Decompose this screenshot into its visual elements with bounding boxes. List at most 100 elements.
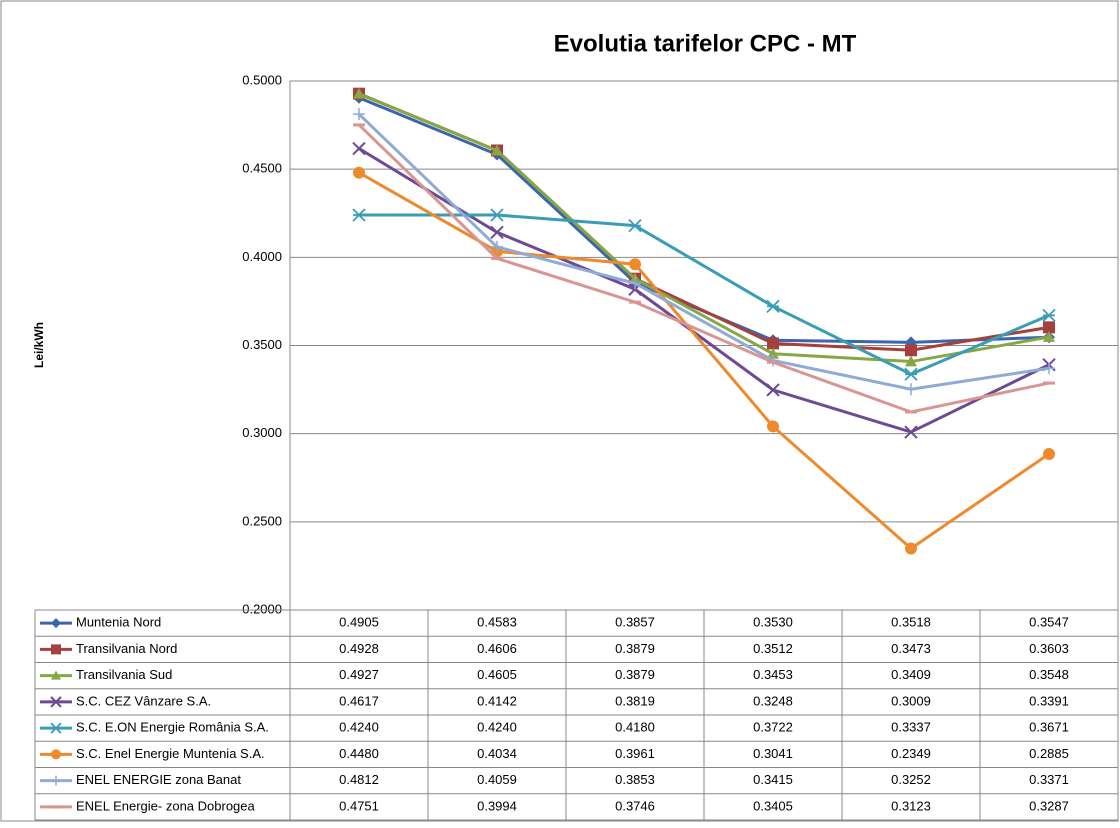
table-value: 0.3415 xyxy=(753,772,793,787)
marker xyxy=(353,87,365,99)
y-tick-label: 0.4000 xyxy=(242,249,282,264)
table-value: 0.3518 xyxy=(891,615,931,630)
table-value: 0.3746 xyxy=(615,798,655,813)
marker xyxy=(904,425,918,439)
marker xyxy=(628,218,642,233)
marker xyxy=(51,670,61,680)
table-value: 0.3391 xyxy=(1029,693,1069,708)
marker xyxy=(904,367,918,381)
table-value: 0.3252 xyxy=(891,772,931,787)
table-value: 0.4928 xyxy=(339,641,379,656)
marker xyxy=(1043,321,1055,334)
table-value: 0.4751 xyxy=(339,798,379,813)
marker xyxy=(50,696,62,708)
table-value: 0.3879 xyxy=(615,667,655,682)
legend-label: Transilvania Nord xyxy=(76,641,177,656)
marker xyxy=(352,141,366,156)
chart-title: Evolutia tarifelor CPC - MT xyxy=(554,30,857,57)
marker xyxy=(352,208,366,222)
legend-label: ENEL Energie- zona Dobrogea xyxy=(76,798,256,813)
table-value: 0.3671 xyxy=(1029,720,1069,735)
marker xyxy=(51,618,61,629)
legend-label: Transilvania Sud xyxy=(76,667,172,682)
table-value: 0.3994 xyxy=(477,798,517,813)
table-value: 0.3547 xyxy=(1029,615,1069,630)
table-value: 0.2885 xyxy=(1029,746,1069,761)
legend-label: S.C. E.ON Energie România S.A. xyxy=(76,720,269,735)
series-line xyxy=(358,92,1050,364)
table-value: 0.3853 xyxy=(615,772,655,787)
table-value: 0.3405 xyxy=(753,798,793,813)
y-tick-label: 0.3500 xyxy=(242,337,282,352)
table-value: 0.3287 xyxy=(1029,798,1069,813)
marker xyxy=(905,355,917,367)
marker xyxy=(490,225,504,240)
table-value: 0.3371 xyxy=(1029,772,1069,787)
table-value: 0.3819 xyxy=(615,693,655,708)
series-line xyxy=(357,113,1050,391)
marker xyxy=(767,337,779,350)
y-tick-label: 0.4500 xyxy=(242,161,282,176)
marker xyxy=(491,144,503,156)
y-tick-label: 0.2000 xyxy=(242,601,282,616)
marker xyxy=(905,383,917,396)
table-value: 0.3530 xyxy=(753,615,793,630)
table-value: 0.4034 xyxy=(477,746,517,761)
table-value: 0.3473 xyxy=(891,641,931,656)
table-value: 0.2349 xyxy=(891,746,931,761)
table-value: 0.4180 xyxy=(615,720,655,735)
legend-label: S.C. Enel Energie Muntenia S.A. xyxy=(76,746,265,761)
table-value: 0.4480 xyxy=(339,746,379,761)
marker xyxy=(767,420,779,433)
table-value: 0.3512 xyxy=(753,641,793,656)
marker xyxy=(905,344,917,357)
marker xyxy=(353,108,365,121)
y-tick-label: 0.5000 xyxy=(242,72,282,87)
marker xyxy=(629,277,641,290)
marker xyxy=(1043,447,1055,460)
table-value: 0.4927 xyxy=(339,667,379,682)
y-tick-label: 0.3000 xyxy=(242,425,282,440)
series-line xyxy=(358,147,1050,434)
table-value: 0.4240 xyxy=(477,720,517,735)
marker xyxy=(1042,308,1056,322)
marker xyxy=(50,722,62,734)
marker xyxy=(51,775,61,786)
table-value: 0.4605 xyxy=(477,667,517,682)
marker xyxy=(491,240,503,253)
table-value: 0.3337 xyxy=(891,720,931,735)
table-value: 0.3409 xyxy=(891,667,931,682)
marker xyxy=(490,208,504,222)
series-line xyxy=(359,213,1050,376)
table-value: 0.4606 xyxy=(477,641,517,656)
marker xyxy=(766,299,780,313)
y-tick-label: 0.2500 xyxy=(242,513,282,528)
table-value: 0.3879 xyxy=(615,641,655,656)
y-axis-label: Lei/kWh xyxy=(32,322,46,368)
marker xyxy=(1043,362,1055,375)
table-value: 0.3248 xyxy=(753,693,793,708)
table-value: 0.4142 xyxy=(477,693,517,708)
legend-label: ENEL ENERGIE zona Banat xyxy=(76,772,241,787)
series-line xyxy=(357,123,1050,414)
table-value: 0.3857 xyxy=(615,615,655,630)
legend-label: Muntenia Nord xyxy=(76,615,161,630)
marker xyxy=(905,542,917,555)
marker xyxy=(51,644,61,655)
table-value: 0.3009 xyxy=(891,693,931,708)
marker xyxy=(766,383,780,397)
table-value: 0.3548 xyxy=(1029,667,1069,682)
marker xyxy=(767,347,779,359)
table-value: 0.4240 xyxy=(339,720,379,735)
table-value: 0.4905 xyxy=(339,615,379,630)
table-value: 0.3603 xyxy=(1029,641,1069,656)
table-value: 0.3722 xyxy=(753,720,793,735)
table-value: 0.3123 xyxy=(891,798,931,813)
marker xyxy=(51,749,61,760)
marker xyxy=(629,258,641,271)
marker xyxy=(353,166,365,179)
marker xyxy=(1043,331,1055,342)
table-value: 0.3453 xyxy=(753,667,793,682)
legend-label: S.C. CEZ Vânzare S.A. xyxy=(76,693,211,708)
